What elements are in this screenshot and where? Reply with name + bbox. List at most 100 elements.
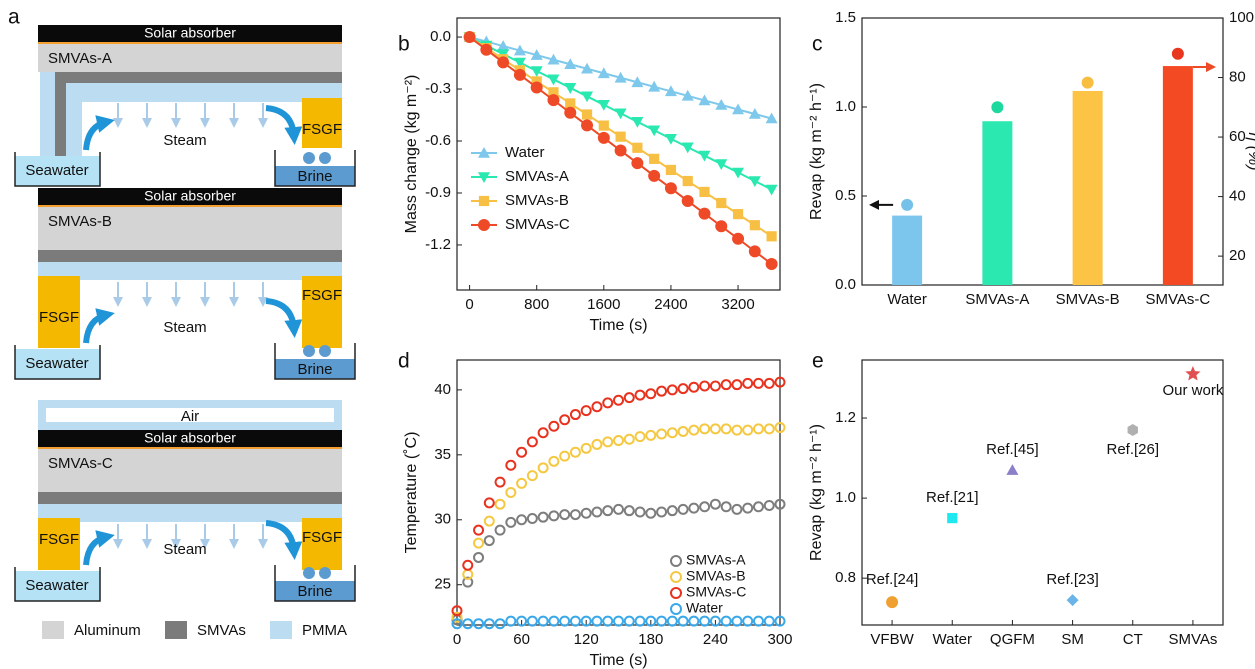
point xyxy=(1185,366,1201,381)
brine xyxy=(275,581,355,601)
point xyxy=(731,615,743,627)
y-tick-label: 0.0 xyxy=(835,276,856,293)
point xyxy=(774,498,786,510)
point xyxy=(656,385,668,397)
legend-label: SMVAs xyxy=(197,622,246,639)
panel-letter: d xyxy=(398,350,410,373)
absorber-label: Solar absorber xyxy=(144,25,236,41)
wick-arrow xyxy=(83,308,115,344)
x-tick-label: 0 xyxy=(465,296,473,313)
y-tick-label: -1.2 xyxy=(425,236,451,253)
point xyxy=(634,506,646,518)
point xyxy=(513,44,526,56)
point xyxy=(598,120,609,131)
point xyxy=(516,514,528,526)
point xyxy=(613,503,624,515)
point xyxy=(698,94,711,106)
x-tick-label: 180 xyxy=(638,631,663,648)
wick-arrow xyxy=(83,530,115,566)
point xyxy=(513,68,526,81)
point xyxy=(1171,47,1184,60)
point xyxy=(623,392,635,404)
point xyxy=(666,427,678,439)
y-tick-label: -0.3 xyxy=(425,80,451,97)
point xyxy=(591,506,603,518)
y-axis-label: Revap (kg m⁻² h⁻¹) xyxy=(808,424,825,561)
point xyxy=(483,515,495,527)
legend-label: Water xyxy=(686,600,723,616)
point xyxy=(649,153,660,164)
point xyxy=(597,99,610,111)
material-label: SMVAs-B xyxy=(48,213,112,230)
container xyxy=(274,343,356,380)
point xyxy=(732,209,744,220)
point xyxy=(677,383,689,395)
point xyxy=(1006,464,1019,475)
point xyxy=(580,615,592,627)
absorber-edge xyxy=(38,205,342,207)
point xyxy=(547,94,560,107)
y-tick-label: 30 xyxy=(434,511,451,528)
legend-marker xyxy=(670,603,682,615)
point xyxy=(752,615,764,627)
droplet xyxy=(319,567,331,579)
legend-swatch xyxy=(42,621,64,639)
point xyxy=(664,133,677,145)
point xyxy=(752,377,764,389)
y2-tick-label: 20 xyxy=(1229,247,1246,264)
legend-label: SMVAs-A xyxy=(686,552,746,568)
y-axis-label: Mass change (kg m⁻²) xyxy=(403,75,420,234)
x-tick-label: 240 xyxy=(703,631,728,648)
fsgf-label: FSGF xyxy=(39,531,79,548)
point xyxy=(720,379,732,391)
point xyxy=(614,144,627,157)
point xyxy=(688,615,700,627)
x-tick-label: SMVAs-B xyxy=(1056,291,1120,308)
point xyxy=(720,615,732,627)
y-tick-label: 0.0 xyxy=(430,28,451,45)
point xyxy=(731,503,743,515)
point xyxy=(597,67,610,79)
point xyxy=(631,76,644,88)
legend-marker xyxy=(478,195,490,207)
y-tick-label: 25 xyxy=(434,576,451,593)
x-tick-label: 2400 xyxy=(654,296,687,313)
annotation: Ref.[23] xyxy=(1046,571,1099,588)
y2-tick-label: 80 xyxy=(1229,69,1246,86)
point xyxy=(901,198,914,211)
pmma xyxy=(38,262,342,280)
solar-absorber xyxy=(38,430,342,447)
point xyxy=(483,618,495,630)
point xyxy=(774,422,786,434)
point xyxy=(681,89,694,101)
point xyxy=(559,414,571,426)
point xyxy=(581,62,594,74)
fsgf-label: FSGF xyxy=(302,529,342,546)
point xyxy=(564,58,577,70)
point xyxy=(602,436,614,448)
point xyxy=(516,446,528,458)
point xyxy=(720,501,732,513)
brine xyxy=(275,359,355,379)
point xyxy=(715,220,728,233)
fsgf xyxy=(302,98,342,148)
container xyxy=(14,345,101,380)
panel-letter: c xyxy=(812,33,823,56)
point xyxy=(664,182,677,195)
pmma xyxy=(38,504,342,522)
point xyxy=(656,506,668,518)
point xyxy=(698,207,711,220)
material-label: SMVAs-A xyxy=(48,50,112,67)
point xyxy=(716,197,727,209)
material-label: SMVAs-C xyxy=(48,455,113,472)
wick-arrow xyxy=(265,105,303,145)
point xyxy=(494,618,506,630)
x-tick-label: 800 xyxy=(524,296,549,313)
point xyxy=(505,516,517,528)
point xyxy=(602,505,614,517)
point xyxy=(774,615,786,627)
point xyxy=(699,186,710,198)
point xyxy=(732,232,745,245)
point xyxy=(765,184,778,196)
point xyxy=(473,551,485,563)
